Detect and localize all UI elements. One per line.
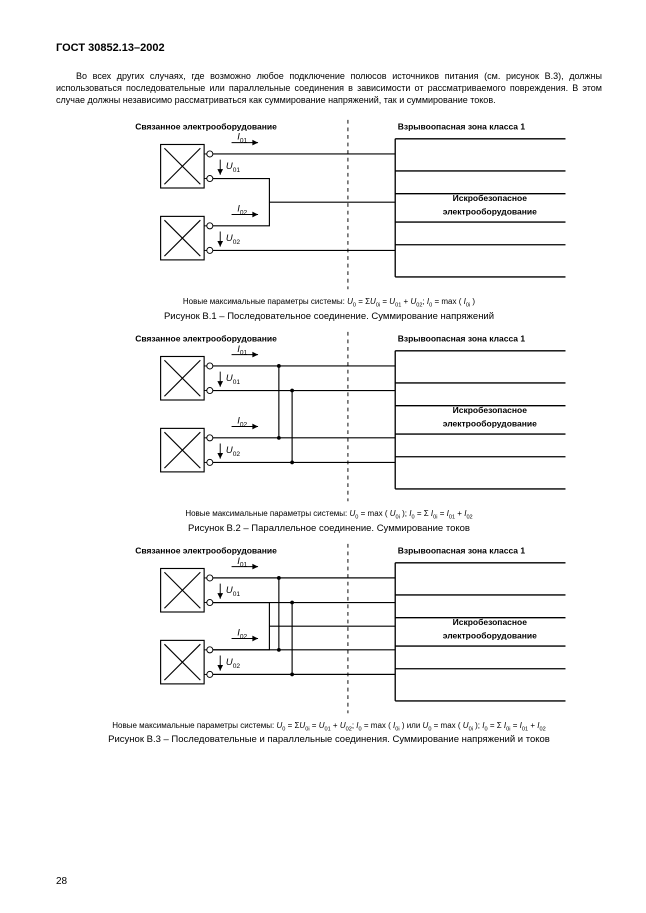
svg-text:Взрывоопасная зона класса 1: Взрывоопасная зона класса 1: [398, 545, 526, 555]
svg-text:Искробезопасное: Искробезопасное: [453, 405, 528, 415]
svg-text:Связанное электрооборудование: Связанное электрооборудование: [135, 333, 277, 343]
svg-text:электрооборудование: электрооборудование: [443, 419, 537, 429]
figure-b2: Связанное электрооборудование Взрывоопасн…: [56, 330, 602, 534]
diagram-b2: Связанное электрооборудование Взрывоопасн…: [69, 330, 589, 505]
svg-text:Связанное электрооборудование: Связанное электрооборудование: [135, 545, 277, 555]
svg-text:U02: U02: [226, 657, 241, 670]
svg-text:U01: U01: [226, 162, 241, 175]
figure-b1-params: Новые максимальные параметры системы: U0…: [56, 297, 602, 309]
svg-text:Связанное электрооборудование: Связанное электрооборудование: [135, 122, 277, 132]
svg-text:U01: U01: [226, 373, 241, 386]
doc-header: ГОСТ 30852.13–2002: [56, 42, 602, 54]
svg-text:I01: I01: [237, 555, 247, 568]
figure-b1-caption: Рисунок В.1 – Последовательное соединени…: [56, 311, 602, 322]
intro-paragraph: Во всех других случаях, где возможно люб…: [56, 70, 602, 106]
svg-text:U01: U01: [226, 585, 241, 598]
svg-text:Искробезопасное: Искробезопасное: [453, 194, 528, 204]
svg-text:I02: I02: [237, 627, 247, 640]
diagram-b1: Связанное электрооборудование Взрывоопасн…: [69, 118, 589, 293]
figure-b1: Связанное электрооборудование Взрывоопасн…: [56, 118, 602, 322]
diagram-b3: Связанное электрооборудование Взрывоопасн…: [69, 542, 589, 717]
svg-text:I01: I01: [237, 344, 247, 357]
svg-text:Взрывоопасная зона класса 1: Взрывоопасная зона класса 1: [398, 333, 526, 343]
figure-b3-caption: Рисунок В.3 – Последовательные и паралле…: [56, 734, 602, 745]
svg-text:электрооборудование: электрооборудование: [443, 630, 537, 640]
figure-b3: Связанное электрооборудование Взрывоопасн…: [56, 542, 602, 746]
svg-text:Искробезопасное: Искробезопасное: [453, 617, 528, 627]
svg-text:I02: I02: [237, 416, 247, 429]
svg-text:электрооборудование: электрооборудование: [443, 207, 537, 217]
svg-text:I02: I02: [237, 204, 247, 217]
svg-text:Взрывоопасная зона класса 1: Взрывоопасная зона класса 1: [398, 122, 526, 132]
svg-text:I01: I01: [237, 132, 247, 145]
figure-b2-params: Новые максимальные параметры системы: U0…: [56, 509, 602, 521]
figure-b3-params: Новые максимальные параметры системы: U0…: [56, 721, 602, 733]
figure-b2-caption: Рисунок В.2 – Параллельное соединение. С…: [56, 523, 602, 534]
svg-text:U02: U02: [226, 233, 241, 246]
svg-text:U02: U02: [226, 445, 241, 458]
page-number: 28: [56, 876, 67, 887]
